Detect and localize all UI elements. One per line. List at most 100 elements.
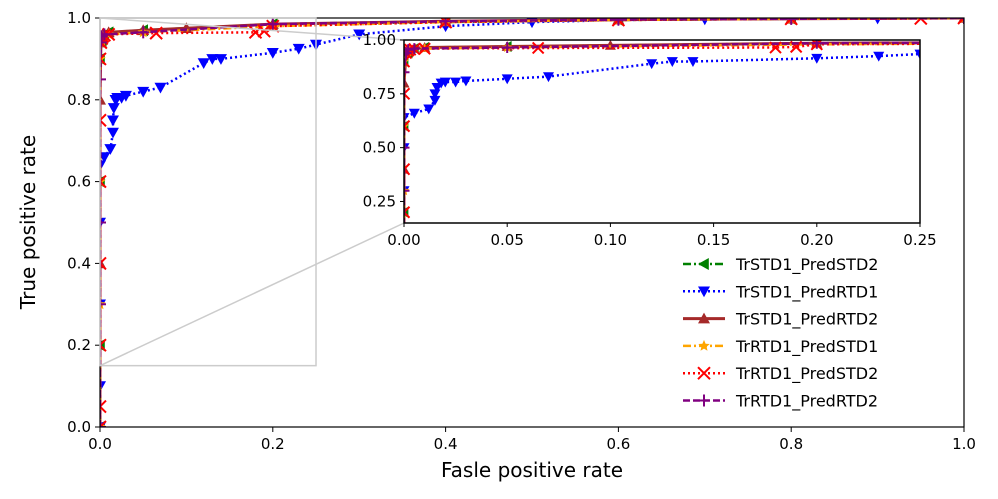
data-point-trrtd1-predstd2	[100, 256, 107, 271]
data-point-trstd1-predrtd1	[353, 29, 366, 41]
x-tick-label: 0.4	[434, 435, 458, 453]
x-tick-label: 0.8	[779, 435, 803, 453]
inset-data-point-trstd1-predrtd1	[429, 95, 441, 106]
inset-data-point-trstd1-predrtd1	[542, 72, 554, 83]
inset-data-point-trrtd1-predstd2	[404, 206, 411, 219]
inset-data-point-trrtd1-predstd2	[404, 87, 411, 101]
legend-swatch-marker	[698, 258, 709, 270]
legend-item-trstd1-predrtd2: TrSTD1_PredRTD2	[683, 310, 878, 330]
legend-label: TrSTD1_PredRTD1	[735, 282, 878, 302]
data-point-trrtd1-predstd2	[100, 52, 107, 66]
y-tick-label: 0.4	[67, 254, 91, 272]
inset-data-point-trrtd1-predstd2	[404, 162, 411, 176]
data-point-trstd1-predrtd1	[104, 144, 117, 155]
inset-x-tick-label: 0.20	[800, 231, 833, 249]
inset-data-point-trrtd1-predrtd2	[404, 142, 410, 154]
y-tick-label: 0.8	[67, 91, 91, 109]
x-tick-label: 0.6	[606, 435, 630, 453]
legend-swatch-marker	[698, 339, 710, 351]
legend-item-trrtd1-predrtd2: TrRTD1_PredRTD2	[683, 392, 878, 412]
inset-data-point-trstd1-predrtd1	[450, 77, 462, 88]
legend-item-trstd1-predstd2: TrSTD1_PredSTD2	[683, 255, 878, 275]
data-point-trstd1-predrtd1	[106, 127, 119, 139]
data-point-trrtd1-predstd2	[149, 26, 163, 40]
data-point-trrtd1-predstd2	[100, 174, 107, 189]
data-point-trstd1-predrtd1	[106, 115, 119, 127]
inset-data-point-trrtd1-predrtd2	[408, 43, 420, 55]
data-point-trrtd1-predstd2	[100, 338, 107, 352]
data-point-trrtd1-predstd2	[100, 113, 107, 127]
y-tick-label: 0.6	[67, 173, 91, 191]
inset-data-point-trstd1-predrtd1	[429, 89, 441, 100]
legend-item-trrtd1-predstd2: TrRTD1_PredSTD2	[683, 364, 878, 384]
legend-swatch-marker	[698, 394, 710, 407]
inset-axes-frame	[403, 39, 921, 224]
legend-label: TrRTD1_PredSTD1	[735, 337, 878, 357]
inset-series-line-trstd1-predrtd1	[404, 52, 920, 223]
legend-item-trstd1-predrtd1: TrSTD1_PredRTD1	[683, 282, 878, 302]
data-point-trrtd1-predrtd2	[266, 18, 279, 31]
y-axis-title: True positive rate	[16, 135, 40, 310]
inset-x-tick-label: 0.25	[903, 231, 936, 249]
data-point-trrtd1-predrtd2	[439, 18, 452, 28]
inset-data-point-trrtd1-predrtd2	[811, 40, 823, 49]
legend-swatch-marker	[698, 286, 710, 298]
inset-y-tick-label: 0.25	[363, 192, 396, 210]
zoom-connector-line	[99, 222, 405, 367]
y-tick-label: 0.0	[67, 418, 91, 436]
inset-data-point-trstd1-predrtd1	[646, 59, 658, 70]
legend-label: TrSTD1_PredRTD2	[735, 310, 878, 330]
data-point-trstd1-predrtd1	[137, 86, 150, 98]
data-point-trstd1-predrtd2	[100, 93, 106, 105]
inset-x-tick-label: 0.10	[594, 231, 627, 249]
inset-plot-area	[404, 40, 920, 223]
legend-box	[678, 251, 948, 421]
inset-x-tick-label: 0.00	[387, 231, 420, 249]
inset-data-point-trrtd1-predrtd2	[404, 185, 410, 197]
inset-data-point-trstd1-predrtd2	[404, 77, 410, 88]
inset-data-point-trrtd1-predrtd2	[501, 42, 513, 54]
inset-data-point-trstd1-predrtd1	[811, 53, 823, 64]
main-series-group	[100, 18, 964, 427]
legend-item-trrtd1-predstd1: TrRTD1_PredSTD1	[683, 337, 878, 357]
data-point-trrtd1-predrtd2	[137, 26, 150, 39]
legend-swatch-marker	[697, 366, 711, 380]
data-point-trstd1-predrtd1	[214, 54, 227, 65]
inset-data-point-trrtd1-predstd2	[404, 55, 411, 68]
x-tick-label: 0.0	[88, 435, 112, 453]
inset-data-point-trstd1-predrtd1	[439, 77, 451, 88]
inset-data-point-trstd1-predrtd1	[460, 76, 472, 87]
data-point-trstd1-predrtd1	[206, 54, 219, 65]
inset-data-point-trstd1-predrtd1	[408, 108, 420, 119]
inset-y-tick-label: 0.50	[363, 139, 396, 157]
data-point-trstd1-predrtd1	[197, 58, 210, 69]
data-point-trstd1-predrtd1	[154, 82, 167, 94]
inset-data-point-trstd1-predrtd1	[687, 57, 699, 68]
inset-data-point-trstd1-predrtd1	[666, 57, 678, 68]
data-point-trrtd1-predrtd2	[100, 30, 108, 43]
legend-label: TrSTD1_PredSTD2	[735, 255, 878, 275]
data-point-trrtd1-predrtd2	[100, 73, 106, 86]
data-point-trstd1-predrtd1	[292, 43, 305, 55]
data-point-trstd1-predrtd1	[266, 47, 279, 59]
data-point-trrtd1-predstd2	[957, 18, 964, 25]
data-point-trstd1-predrtd1	[100, 152, 111, 164]
x-tick-label: 0.2	[261, 435, 285, 453]
inset-series-group	[404, 40, 920, 223]
inset-x-tick-label: 0.15	[697, 231, 730, 249]
inset-y-tick-label: 0.75	[363, 85, 396, 103]
data-point-trrtd1-predrtd2	[100, 216, 106, 229]
data-point-trrtd1-predrtd2	[785, 18, 798, 25]
data-point-trrtd1-predrtd2	[612, 18, 625, 26]
inset-data-point-trstd1-predrtd1	[873, 51, 885, 62]
data-point-trrtd1-predstd2	[100, 399, 107, 414]
zoom-region-box	[99, 17, 317, 367]
legend-label: TrRTD1_PredSTD2	[735, 364, 878, 384]
inset-data-point-trstd1-predrtd1	[914, 49, 920, 60]
zoom-connector-line	[99, 17, 405, 41]
legend-swatch-marker	[698, 312, 710, 324]
y-tick-label: 0.2	[67, 336, 91, 354]
x-tick-label: 1.0	[952, 435, 976, 453]
